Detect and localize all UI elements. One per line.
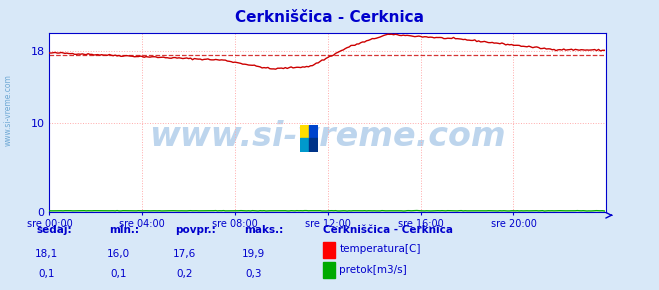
Text: 18,1: 18,1 (34, 249, 58, 259)
Text: 0,1: 0,1 (110, 269, 127, 279)
Text: sedaj:: sedaj: (36, 225, 72, 235)
Text: pretok[m3/s]: pretok[m3/s] (339, 264, 407, 275)
Text: 0,3: 0,3 (245, 269, 262, 279)
Bar (300, 125, 309, 139)
Bar (309, 125, 318, 139)
Text: maks.:: maks.: (244, 225, 283, 235)
Text: www.si-vreme.com: www.si-vreme.com (150, 120, 506, 153)
Bar (300, 139, 309, 152)
Text: 19,9: 19,9 (242, 249, 266, 259)
Text: www.si-vreme.com: www.si-vreme.com (3, 74, 13, 146)
Text: 0,2: 0,2 (176, 269, 193, 279)
Text: Cerkniščica - Cerknica: Cerkniščica - Cerknica (235, 10, 424, 25)
Text: 0,1: 0,1 (38, 269, 55, 279)
Bar (309, 139, 318, 152)
Text: Cerkniščica - Cerknica: Cerkniščica - Cerknica (323, 225, 453, 235)
Text: povpr.:: povpr.: (175, 225, 215, 235)
Text: 17,6: 17,6 (173, 249, 196, 259)
Text: temperatura[C]: temperatura[C] (339, 244, 421, 254)
Text: 16,0: 16,0 (107, 249, 130, 259)
Text: min.:: min.: (109, 225, 139, 235)
